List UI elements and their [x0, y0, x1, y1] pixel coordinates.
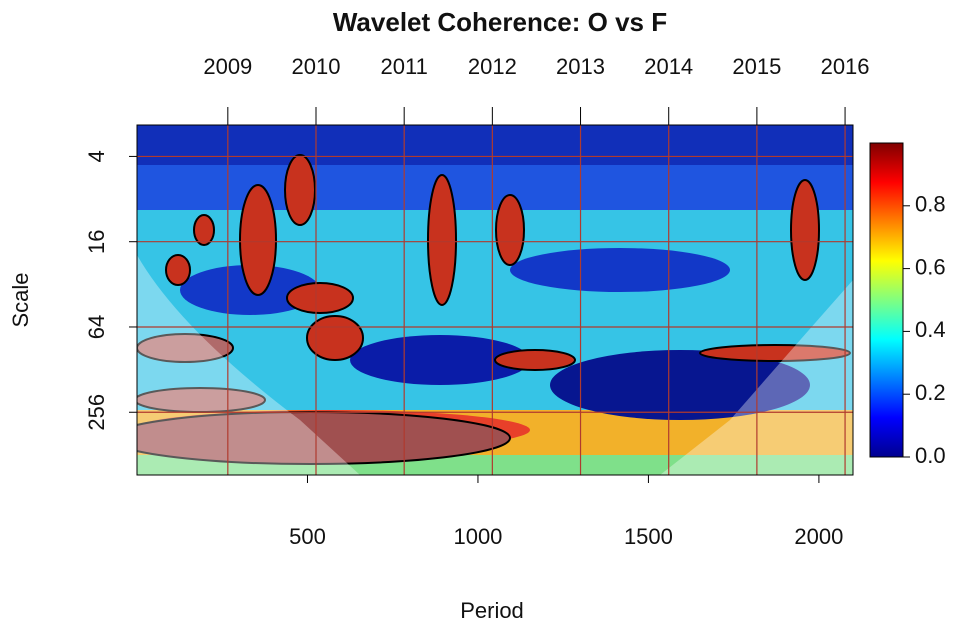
heatmap-blob	[350, 335, 530, 385]
colorbar-tick-label: 0.6	[915, 254, 946, 279]
x-tick-label: 1000	[453, 524, 502, 549]
y-tick-label: 64	[84, 315, 109, 339]
x-tick-label: 1500	[624, 524, 673, 549]
x2-tick-label: 2010	[292, 54, 341, 79]
x2-tick-label: 2009	[203, 54, 252, 79]
grid	[137, 125, 853, 475]
significance-contours	[137, 154, 851, 465]
colorbar-tick-label: 0.0	[915, 443, 946, 468]
chart-title: Wavelet Coherence: O vs F	[333, 7, 667, 37]
y-axis-label: Scale	[8, 272, 33, 327]
plot-frame	[136, 124, 854, 476]
heatmap-blob	[550, 350, 810, 420]
x2-tick-label: 2015	[732, 54, 781, 79]
x-tick-label: 2000	[794, 524, 843, 549]
x-axis-label: Period	[460, 598, 524, 623]
heatmap-blob	[510, 248, 730, 292]
x2-tick-label: 2014	[644, 54, 693, 79]
y-tick-label: 16	[84, 229, 109, 253]
x2-tick-label: 2011	[381, 54, 428, 79]
colorbar-tick-label: 0.2	[915, 380, 946, 405]
colorbar	[869, 142, 904, 458]
x2-tick-label: 2012	[468, 54, 517, 79]
x-tick-label: 500	[289, 524, 326, 549]
colorbar-tick-label: 0.8	[915, 192, 946, 217]
cone-of-influence	[137, 255, 360, 475]
colorbar-tick-label: 0.4	[915, 317, 946, 342]
x2-tick-label: 2016	[821, 54, 870, 79]
cone-of-influence	[660, 280, 853, 475]
heatmap-band	[137, 125, 853, 165]
heatmap	[137, 125, 853, 475]
y-tick-label: 4	[84, 150, 109, 162]
y-tick-label: 256	[84, 394, 109, 431]
x2-tick-label: 2013	[556, 54, 605, 79]
